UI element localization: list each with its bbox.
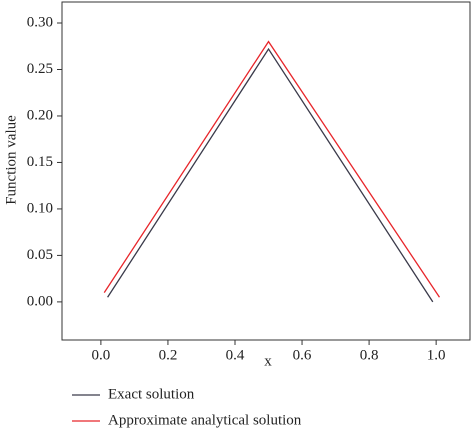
y-tick-label: 0.10 [27, 200, 53, 216]
x-tick-label: 0.2 [159, 347, 178, 363]
x-tick-label: 0.4 [226, 347, 245, 363]
x-tick-label: 0.8 [360, 347, 379, 363]
y-tick-label: 0.00 [27, 293, 53, 309]
x-tick-label: 1.0 [427, 347, 446, 363]
x-tick-label: 0.0 [92, 347, 111, 363]
legend-label: Approximate analytical solution [108, 412, 302, 428]
y-tick-label: 0.05 [27, 247, 53, 263]
x-tick-label: 0.6 [293, 347, 312, 363]
series-line [103, 40, 441, 298]
y-tick-label: 0.25 [27, 61, 53, 77]
legend-label: Exact solution [108, 386, 195, 402]
x-axis-label: x [264, 353, 272, 369]
plot-frame [61, 1, 471, 341]
y-tick-label: 0.15 [27, 154, 53, 170]
y-tick-label: 0.30 [27, 14, 53, 30]
y-axis-label: Function value [3, 115, 19, 205]
series-line [107, 47, 434, 303]
y-tick-label: 0.20 [27, 107, 53, 123]
